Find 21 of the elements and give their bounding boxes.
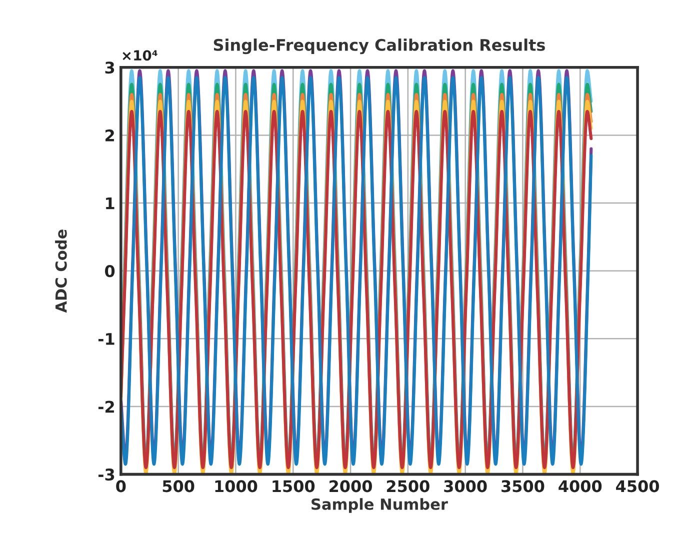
- y-tick-label: 1: [106, 197, 114, 210]
- y-tick-label: 3: [105, 62, 114, 74]
- x-tick-label: 3500: [502, 480, 544, 492]
- x-tick-label: 0: [116, 480, 126, 492]
- y-tick-label: 0: [105, 265, 115, 278]
- x-tick-label: 1000: [215, 480, 258, 492]
- x-tick-label: 4500: [616, 480, 659, 492]
- y-tick-label: -2: [98, 400, 114, 413]
- x-tick-label: 500: [162, 480, 194, 492]
- text: ×10⁴: [122, 50, 158, 61]
- chart-title: Single-Frequency Calibration Results: [214, 38, 545, 54]
- x-tick-label: 2000: [330, 480, 372, 492]
- y-tick-label: -1: [98, 333, 114, 345]
- x-tick-label: 4000: [558, 480, 602, 492]
- x-tick-label: 2500: [386, 480, 430, 492]
- x-tick-label: 3000: [444, 480, 487, 492]
- x-tick-label: 1500: [272, 480, 315, 492]
- y-tick-label: 2: [106, 129, 114, 142]
- x-axis-title: Sample Number: [312, 498, 448, 513]
- y-tick-label: -3: [98, 468, 114, 481]
- y-axis-title: ADC Code: [55, 230, 67, 313]
